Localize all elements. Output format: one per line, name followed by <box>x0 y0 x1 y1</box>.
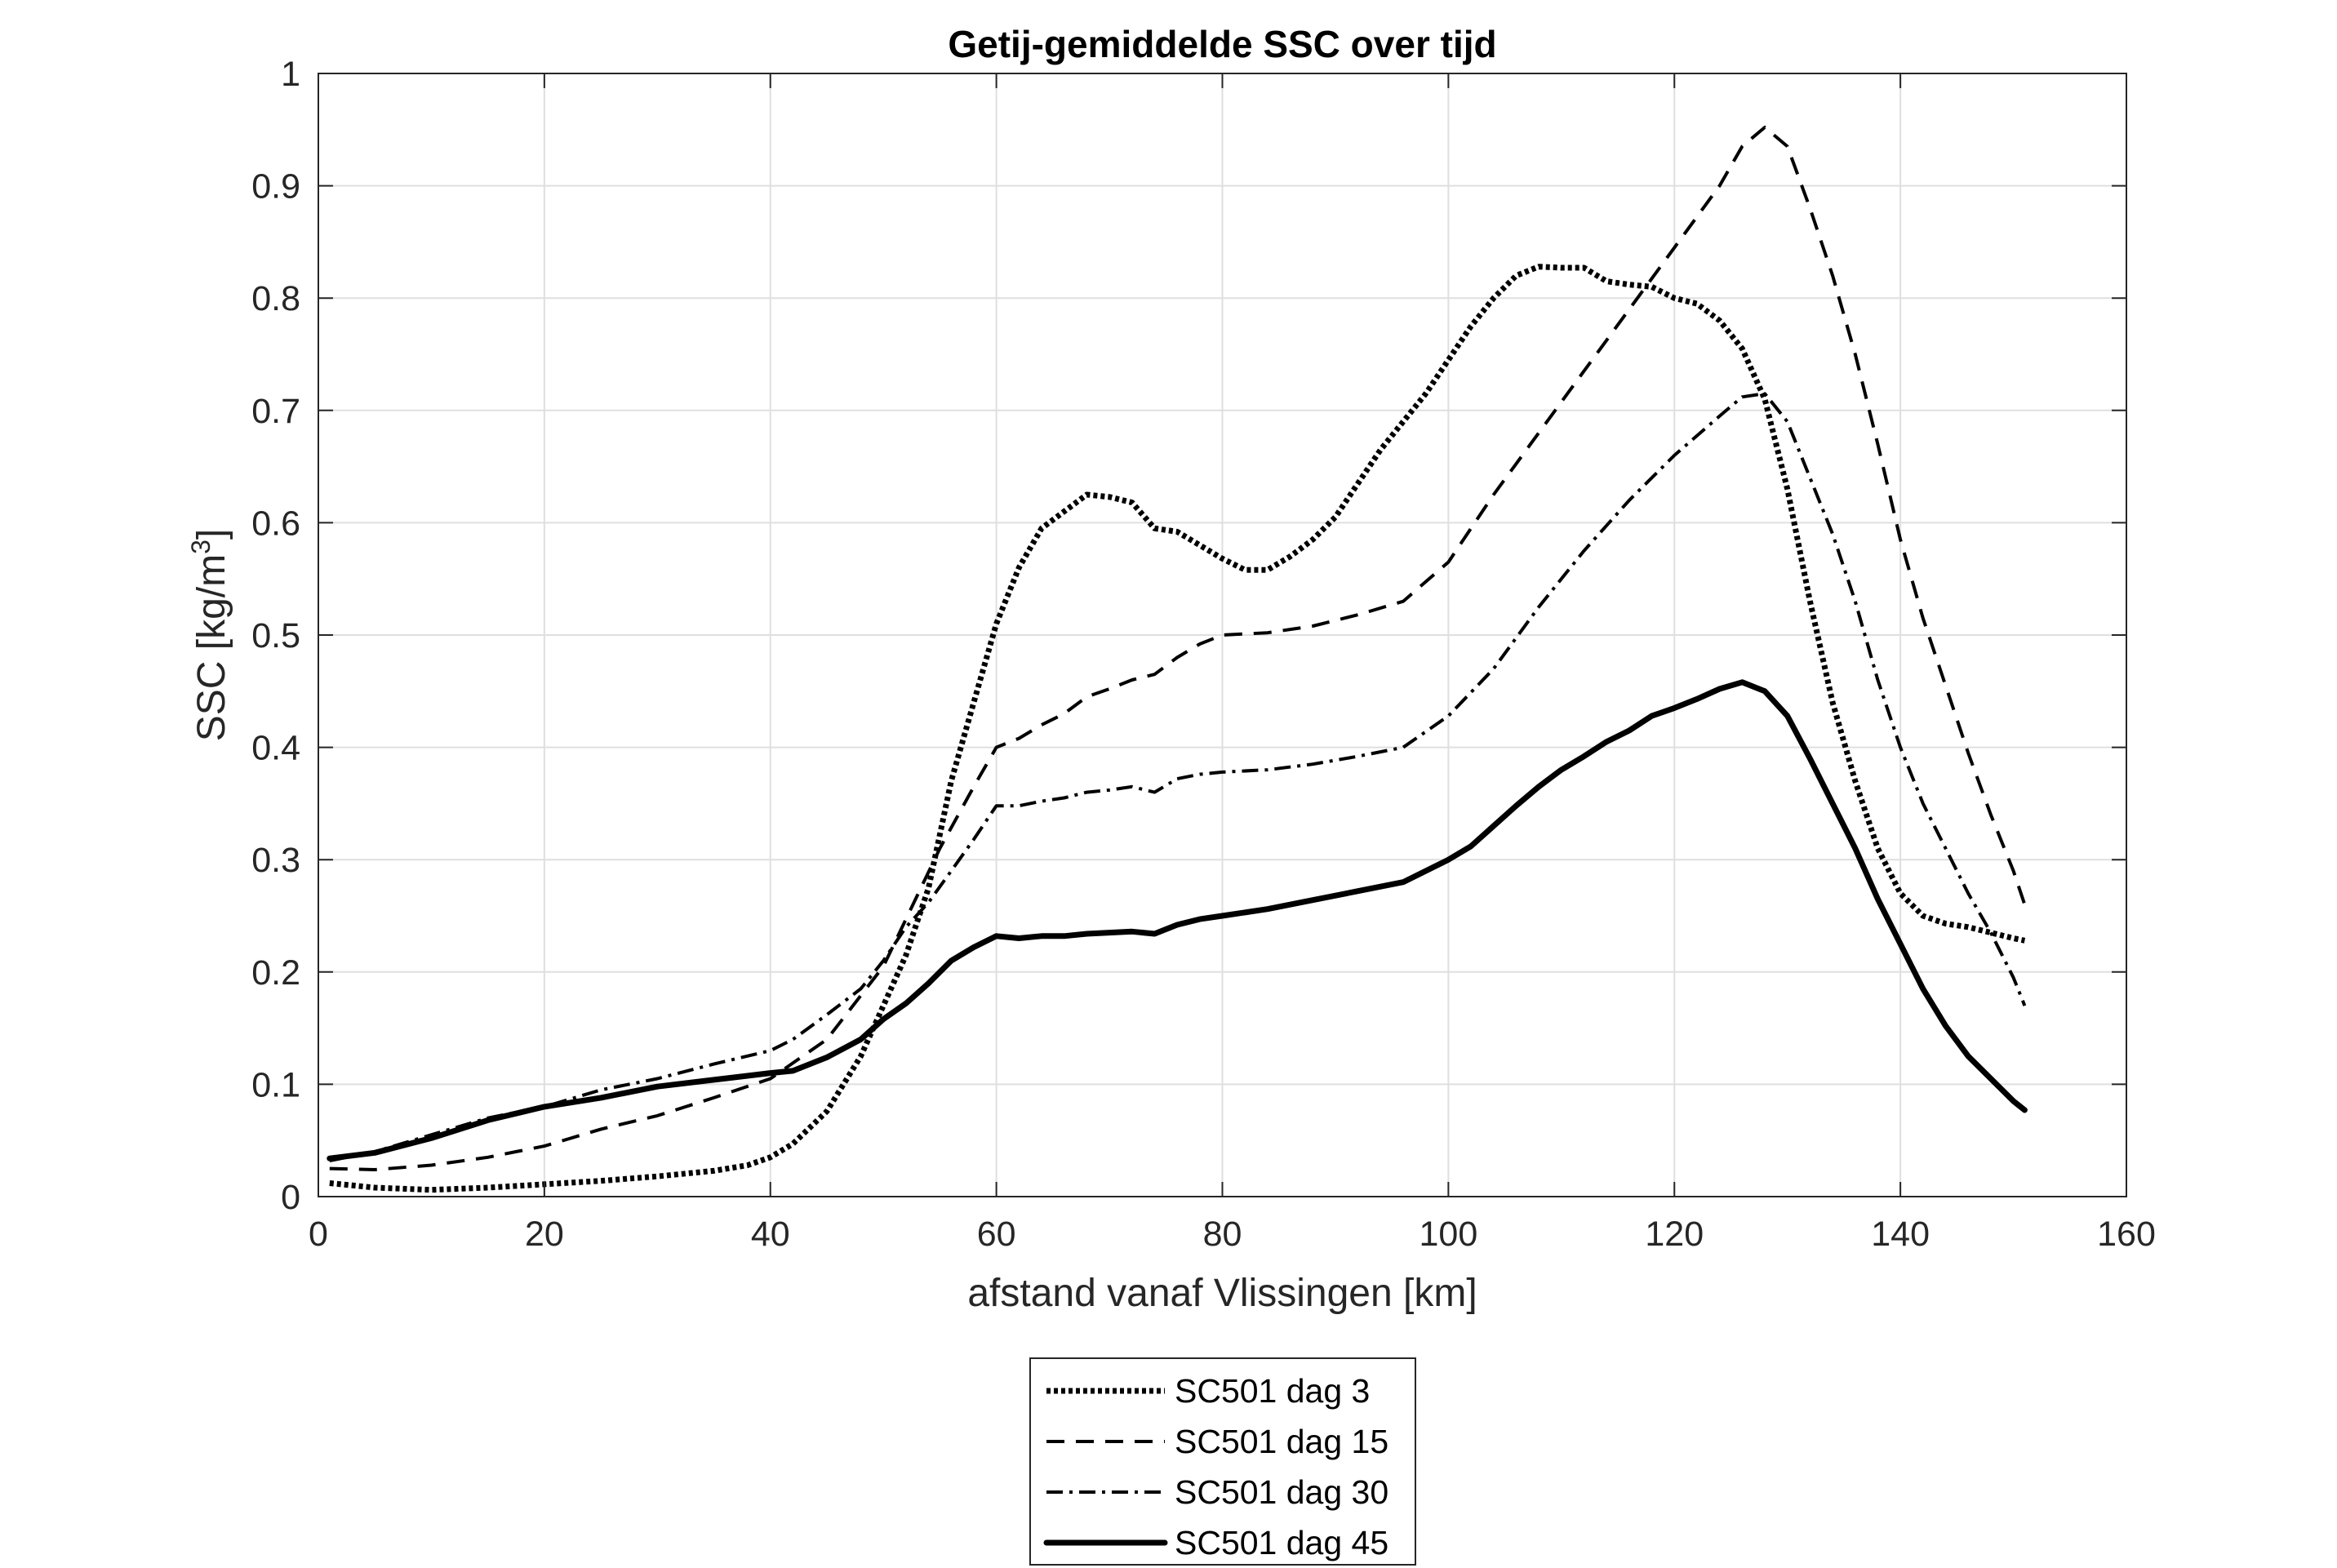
axis-ticks: 0 20 40 60 80 100 120 140 160 0 0.1 0.2 0.3 0.4 0.5 0.6… <box>251 55 2156 1254</box>
series-line-3 <box>329 392 2027 1162</box>
series-line-4 <box>327 679 2028 1162</box>
y-axis-title-end: ] <box>190 529 233 540</box>
grid <box>318 73 2127 1197</box>
x-tick-label: 140 <box>1871 1215 1930 1254</box>
y-tick-label: 0.8 <box>251 279 300 318</box>
y-tick-label: 0.4 <box>251 729 300 768</box>
y-tick-label: 0.6 <box>251 504 300 543</box>
y-tick-label: 1 <box>281 55 300 94</box>
x-tick-label: 100 <box>1420 1215 1478 1254</box>
x-tick-label: 40 <box>751 1215 790 1254</box>
chart-title: Getij-gemiddelde SSC over tijd <box>948 23 1496 65</box>
x-tick-label: 0 <box>309 1215 328 1254</box>
legend-label-2: SC501 dag 15 <box>1175 1423 1388 1460</box>
legend-label-4: SC501 dag 45 <box>1175 1524 1388 1561</box>
series-lines <box>327 126 2028 1193</box>
x-tick-label: 160 <box>2097 1215 2156 1254</box>
y-axis-title-main: SSC [kg/m <box>190 554 233 741</box>
legend: SC501 dag 3 SC501 dag 15 SC501 dag 30 SC501… <box>1029 1357 1416 1566</box>
series-line-2 <box>329 126 2027 1171</box>
legend-label-3: SC501 dag 30 <box>1175 1473 1388 1511</box>
legend-label-1: SC501 dag 3 <box>1175 1372 1370 1410</box>
y-tick-label: 0.2 <box>251 953 300 993</box>
x-tick-label: 120 <box>1645 1215 1704 1254</box>
y-axis-title: SSC [kg/m3] <box>186 529 233 742</box>
y-tick-label: 0 <box>281 1178 300 1217</box>
y-axis-title-superscript: 3 <box>186 540 215 554</box>
y-tick-label: 0.1 <box>251 1065 300 1104</box>
x-tick-label: 60 <box>977 1215 1016 1254</box>
y-tick-label: 0.3 <box>251 841 300 880</box>
x-tick-label: 80 <box>1203 1215 1242 1254</box>
y-tick-label: 0.9 <box>251 167 300 207</box>
x-axis-title: afstand vanaf Vlissingen [km] <box>967 1272 1477 1315</box>
x-tick-label: 20 <box>525 1215 564 1254</box>
series-line-1 <box>329 264 2026 1193</box>
y-tick-label: 0.5 <box>251 616 300 655</box>
y-tick-label: 0.7 <box>251 392 300 431</box>
